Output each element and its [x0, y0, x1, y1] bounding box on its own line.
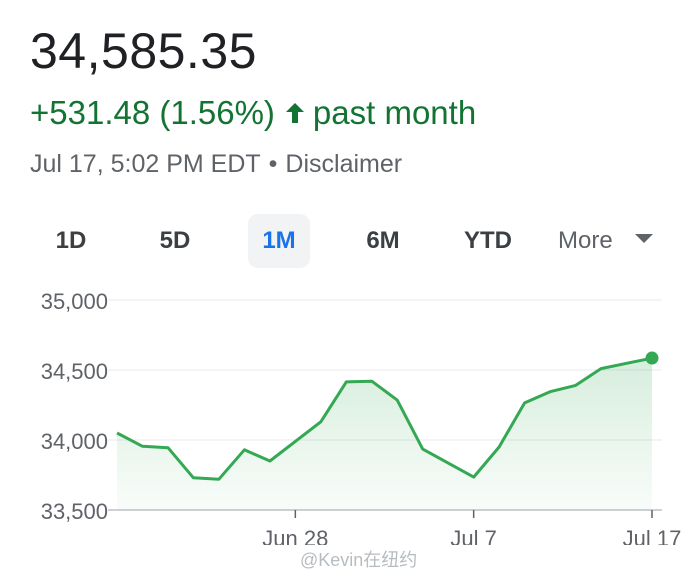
- change-period: past month: [312, 94, 477, 131]
- x-tick-label: Jul 7: [450, 526, 496, 545]
- tab-1m[interactable]: 1M: [248, 214, 310, 268]
- y-tick-label: 34,500: [41, 359, 108, 384]
- last-point-marker: [645, 351, 659, 365]
- quote-timestamp: Jul 17, 5:02 PM EDT: [30, 150, 261, 178]
- tab-6m[interactable]: 6M: [366, 227, 400, 254]
- price-change: +531.48 (1.56%) past month: [30, 94, 476, 132]
- series-area: [117, 358, 652, 510]
- y-tick-label: 34,000: [41, 429, 108, 454]
- range-tabs: 1D 5D 1M 6M YTD More: [30, 214, 670, 268]
- tab-5d[interactable]: 5D: [159, 227, 191, 254]
- arrow-up-icon: [285, 102, 305, 124]
- tab-more[interactable]: More: [558, 214, 670, 268]
- tab-ytd[interactable]: YTD: [464, 227, 512, 254]
- quote-meta: Jul 17, 5:02 PM EDT • Disclaimer: [30, 150, 402, 179]
- change-value: +531.48 (1.56%): [30, 94, 275, 131]
- series-line: [116, 356, 653, 481]
- y-tick-label: 35,000: [41, 289, 108, 314]
- price-chart: Jun 28 Jul 7 Jul 17 35,000 34,500 34,000 33,5…: [41, 289, 682, 545]
- y-tick-label: 33,500: [41, 499, 108, 524]
- x-tick-label: Jun 28: [262, 526, 328, 545]
- x-tick-label: Jul 17: [623, 526, 682, 545]
- watermark: @Kevin在纽约: [300, 550, 418, 570]
- current-price: 34,585.35: [30, 23, 257, 79]
- meta-separator: •: [268, 150, 278, 178]
- disclaimer-link[interactable]: Disclaimer: [285, 150, 403, 178]
- tab-1d[interactable]: 1D: [55, 227, 87, 254]
- more-label: More: [558, 227, 613, 254]
- caret-down-icon: [634, 233, 653, 243]
